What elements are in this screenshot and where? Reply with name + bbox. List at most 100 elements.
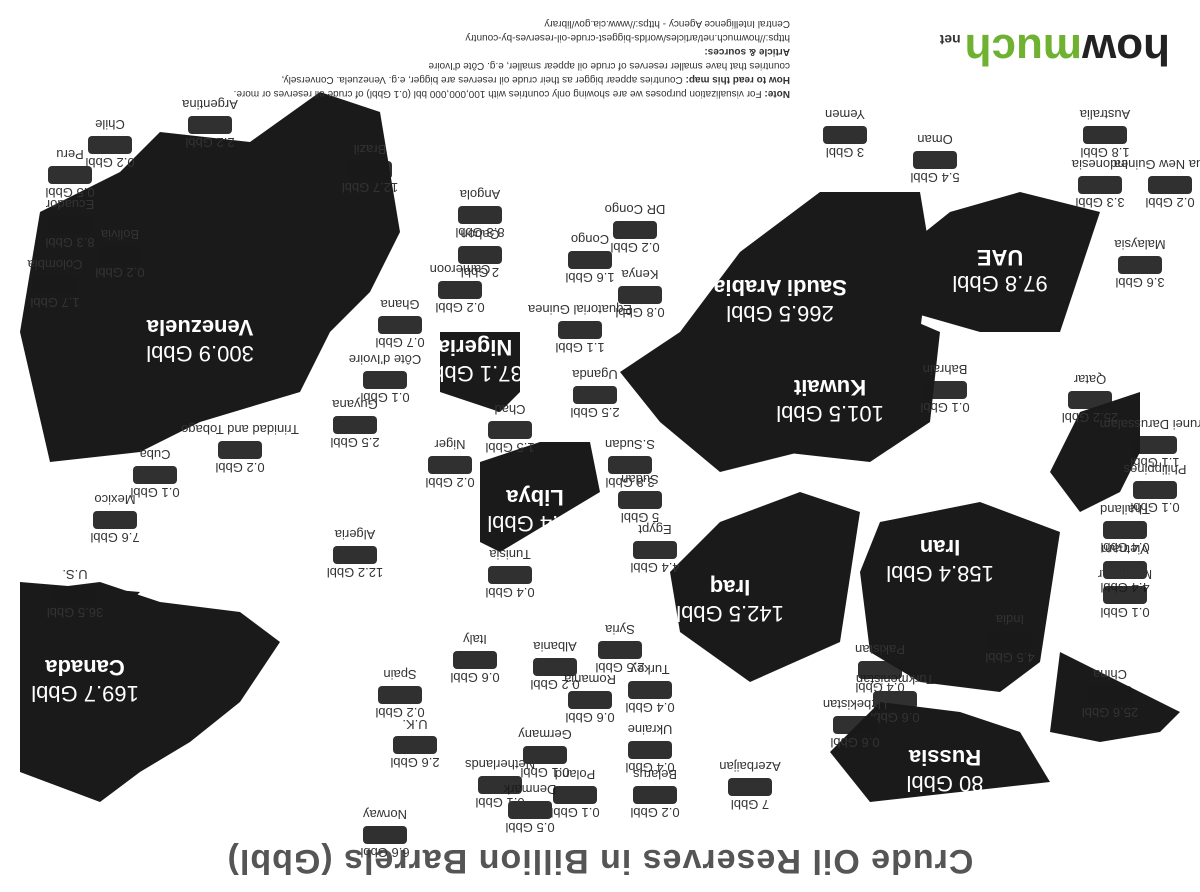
source-link-article[interactable]: https://howmuch.net/articles/worlds-bigg… [465,32,790,43]
country-name: Thailand [1100,502,1150,517]
country-shape [523,746,567,764]
country-shape [333,546,377,564]
land-shape [1050,392,1140,512]
country-shape [568,251,612,269]
country-australia: 1.8 Gbbl Australia [1079,107,1130,160]
country-name: Iran [920,535,960,560]
how-to-read-label: How to read this map: [685,74,790,85]
country-value: 5 Gbbl [621,510,659,525]
country-shape [508,801,552,819]
country-name: Egypt [638,522,672,537]
country-shape [393,736,437,754]
country-value: 0.1 Gbbl [130,485,179,500]
country-shape [1148,176,1192,194]
country-name: Niger [434,437,466,452]
country-name: Poland [555,767,595,782]
country-name: DR Congo [605,202,666,217]
country-value: 4.4 Gbbl [630,560,679,575]
country-name: Malaysia [1114,237,1166,252]
country-shape [1133,436,1177,454]
country-angola: 8.3 Gbbl Angola [455,187,504,240]
howmuch-logo[interactable]: howmuchnet [940,24,1170,74]
country-name: Argentina [181,97,237,112]
country-name: Bolivia [100,227,139,242]
country-value: 3.3 Gbbl [1075,195,1124,210]
country-name: Kuwait [793,375,866,400]
land-shape [20,582,280,802]
country-papua-new-guinea: 0.2 Gbbl Papua New Guinea [1113,157,1200,210]
country-name: Venezuela [146,315,253,340]
country-shape [608,456,652,474]
country-value: 4.5 Gbbl [985,650,1034,665]
country-value: 1.6 Gbbl [565,270,614,285]
country-name: Sudan [621,472,659,487]
country-shape [488,421,532,439]
country-egypt: 4.4 Gbbl Egypt [630,522,679,575]
country-uzbekistan: 0.6 Gbbl Uzbekistan [823,697,887,750]
land-shape [830,702,1050,802]
country-shape [923,381,967,399]
country-shape [833,716,877,734]
land-layer [20,92,1180,802]
country-syria: 2.5 Gbbl Syria [595,622,644,675]
country-value: 0.2 Gbbl [530,677,579,692]
note-line-3: countries that have smaller reserves of … [428,60,790,71]
country-shape [573,386,617,404]
country-equatorial-guinea: 1.1 Gbbl Equatorial Guinea [527,302,632,355]
source-link-cia[interactable]: Central Intelligence Agency - https://ww… [544,18,790,29]
country-shape [728,778,772,796]
country-value: 0.5 Gbbl [505,820,554,835]
country-shape [568,691,612,709]
country-name: Gabon [460,227,499,242]
country-shape [188,116,232,134]
brand-how: how [1082,25,1170,74]
country-shape [633,541,677,559]
brand-much: much [964,25,1083,74]
country-shape [478,776,522,794]
country-name: Bahrain [923,362,968,377]
country-shape [348,161,392,179]
country-name: Cameroon [430,262,491,277]
country-shape [438,281,482,299]
country-name: Congo [571,232,609,247]
country-value: 3 Gbbl [826,145,864,160]
country-name: S.Sudan [605,437,655,452]
country-value: 0.2 Gbbl [85,155,134,170]
country-shape [858,661,902,679]
country-indonesia: 3.3 Gbbl Indonesia [1071,157,1128,210]
country-shape [93,511,137,529]
country-value: 0.4 Gbbl [485,585,534,600]
country-value: 0.2 Gbbl [435,300,484,315]
land-shape [670,492,860,682]
country-name: Australia [1079,107,1130,122]
country-shape [1103,586,1147,604]
country-shape [363,371,407,389]
country-bahrain: 0.1 Gbbl Bahrain [920,362,969,415]
country-name: Guyana [331,397,377,412]
country-name: Vietnam [1101,542,1148,557]
note-line-2: How to read this map: Countries appear b… [20,72,790,86]
country-name: Angola [459,187,500,202]
country-bolivia: 0.2 Gbbl Bolivia [95,227,144,280]
country-value: 37.1 Gbbl [427,361,522,386]
country-value: 1.7 Gbbl [30,295,79,310]
country-value: 0.2 Gbbl [1145,195,1194,210]
country-peru: 0.5 Gbbl Peru [45,147,94,200]
how-to-read-text: Countries appear bigger as their crude o… [281,74,683,85]
country-shape [823,126,867,144]
country-name: Belarus [632,767,677,782]
country-shape [48,216,92,234]
country-shape [613,221,657,239]
land-shape [900,192,1100,332]
country-shape [873,691,917,709]
country-name: Papua New Guinea [1113,157,1200,172]
country-name: Myanmar [1097,567,1152,582]
country-name: Algeria [334,527,375,542]
country-trinidad-and-tobago: 0.2 Gbbl Trinidad and Tobago [181,422,299,475]
